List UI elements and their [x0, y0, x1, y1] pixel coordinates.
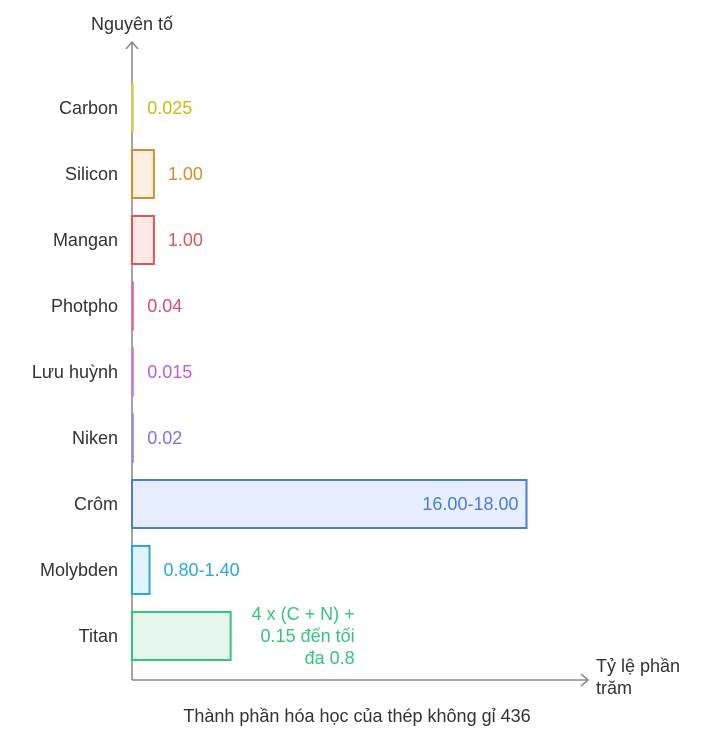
bar — [131, 83, 134, 133]
category-label: Molybden — [40, 560, 118, 580]
bar — [131, 281, 134, 331]
value-label: 0.04 — [147, 296, 182, 316]
category-label: Silicon — [65, 164, 118, 184]
value-label-line: đa 0.8 — [305, 648, 355, 668]
value-label: 4 x (C + N) +0.15 đến tối đa 0.8 — [252, 604, 355, 668]
bar — [131, 413, 134, 463]
value-label-line: 0.015 — [147, 362, 192, 382]
y-axis-title: Nguyên tố — [91, 14, 173, 34]
value-label-line: 4 x (C + N) + — [252, 604, 355, 624]
chart-caption: Thành phần hóa học của thép không gỉ 436 — [183, 706, 530, 726]
value-label-line: 0.04 — [147, 296, 182, 316]
bar — [131, 215, 155, 265]
bar — [131, 149, 155, 199]
x-axis-title: Tỷ lệ phần trăm — [596, 656, 680, 698]
value-label: 1.00 — [168, 164, 203, 184]
x-axis-title-line: Tỷ lệ phần — [596, 656, 680, 676]
value-label: 1.00 — [168, 230, 203, 250]
value-label: 0.80-1.40 — [164, 560, 240, 580]
value-label-line: 1.00 — [168, 164, 203, 184]
value-label-line: 16.00-18.00 — [422, 494, 518, 514]
value-label-line: 0.025 — [147, 98, 192, 118]
value-label: 16.00-18.00 — [422, 494, 518, 514]
x-axis-arrow-icon — [580, 673, 590, 687]
chart-axes — [125, 40, 590, 687]
bar — [131, 347, 134, 397]
category-label: Carbon — [59, 98, 118, 118]
category-label: Niken — [72, 428, 118, 448]
y-axis-arrow-icon — [125, 40, 139, 50]
value-label: 0.02 — [147, 428, 182, 448]
value-label-line: 0.80-1.40 — [164, 560, 240, 580]
value-label-line: 0.02 — [147, 428, 182, 448]
bar — [131, 479, 528, 529]
category-label: Mangan — [53, 230, 118, 250]
bar — [131, 611, 232, 661]
value-labels: 0.025 1.00 1.00 0.04 0.015 0.02 16.00-18.00 0.8… — [147, 98, 518, 668]
bar — [131, 545, 151, 595]
category-label: Crôm — [74, 494, 118, 514]
value-label: 0.025 — [147, 98, 192, 118]
value-label-line: 1.00 — [168, 230, 203, 250]
value-label-line: 0.15 đến tối — [261, 626, 355, 646]
bars-group — [131, 83, 528, 661]
category-label: Lưu huỳnh — [32, 362, 118, 382]
category-label: Titan — [79, 626, 118, 646]
x-axis-title-line: trăm — [596, 678, 632, 698]
category-labels: Carbon Silicon Mangan Photpho Lưu huỳnh Niken… — [32, 98, 118, 646]
value-label: 0.015 — [147, 362, 192, 382]
category-label: Photpho — [51, 296, 118, 316]
